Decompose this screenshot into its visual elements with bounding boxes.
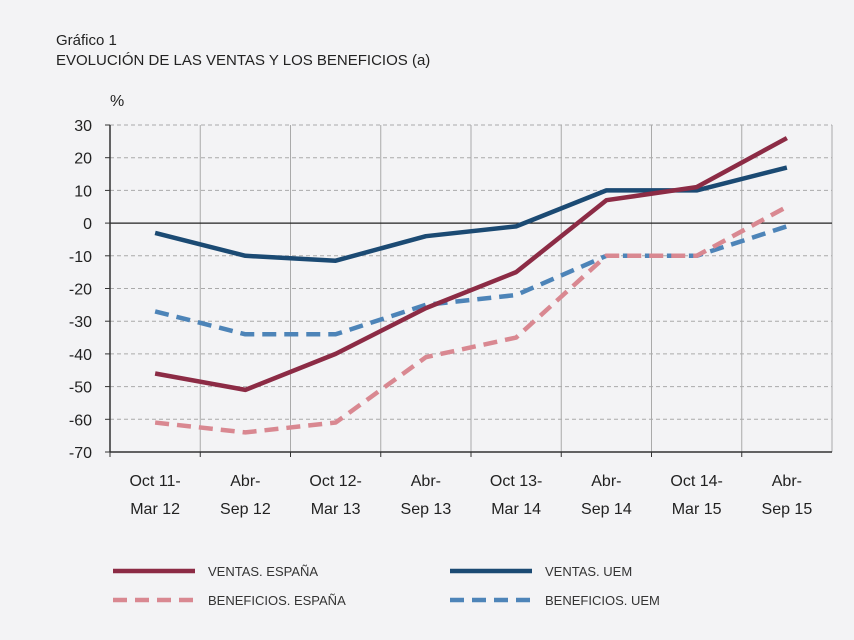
legend-label: VENTAS. ESPAÑA: [208, 564, 318, 579]
x-tick-label: Mar 12: [130, 501, 180, 518]
series-line-2: [154, 204, 788, 435]
x-tick-label: Oct 14-: [670, 473, 722, 490]
series-line-0: [154, 136, 788, 393]
x-tick-label: Oct 11-: [129, 473, 180, 490]
x-tick-label: Abr-: [772, 473, 802, 490]
legend-label: BENEFICIOS. UEM: [545, 593, 660, 608]
x-tick-label: Mar 14: [491, 501, 541, 518]
y-tick-label: -50: [69, 380, 92, 397]
x-tick-label: Abr-: [591, 473, 621, 490]
y-tick-label: -70: [69, 445, 92, 462]
x-tick-label: Sep 15: [762, 501, 813, 518]
y-tick-label: -40: [69, 347, 92, 364]
x-tick-label: Abr-: [230, 473, 260, 490]
x-tick-label: Mar 15: [672, 501, 722, 518]
y-tick-label: 20: [74, 151, 92, 168]
y-tick-label: -30: [69, 314, 92, 331]
legend-label: BENEFICIOS. ESPAÑA: [208, 593, 346, 608]
x-tick-label: Oct 13-: [490, 473, 542, 490]
y-tick-label: -60: [69, 412, 92, 429]
x-tick-label: Sep 13: [401, 501, 452, 518]
y-tick-label: -20: [69, 282, 92, 299]
y-tick-label: -10: [69, 249, 92, 266]
x-tick-label: Mar 13: [311, 501, 361, 518]
x-tick-label: Sep 12: [220, 501, 271, 518]
x-tick-label: Abr-: [411, 473, 441, 490]
chart-title: Gráfico 1: [56, 32, 117, 49]
y-axis-label: %: [110, 93, 124, 110]
x-tick-label: Oct 12-: [309, 473, 361, 490]
y-tick-label: 0: [83, 216, 92, 233]
chart-subtitle: EVOLUCIÓN DE LAS VENTAS Y LOS BENEFICIOS…: [56, 52, 431, 69]
y-tick-label: 10: [74, 183, 92, 200]
y-tick-label: 30: [74, 118, 92, 135]
x-tick-label: Sep 14: [581, 501, 632, 518]
legend-label: VENTAS. UEM: [545, 564, 632, 579]
